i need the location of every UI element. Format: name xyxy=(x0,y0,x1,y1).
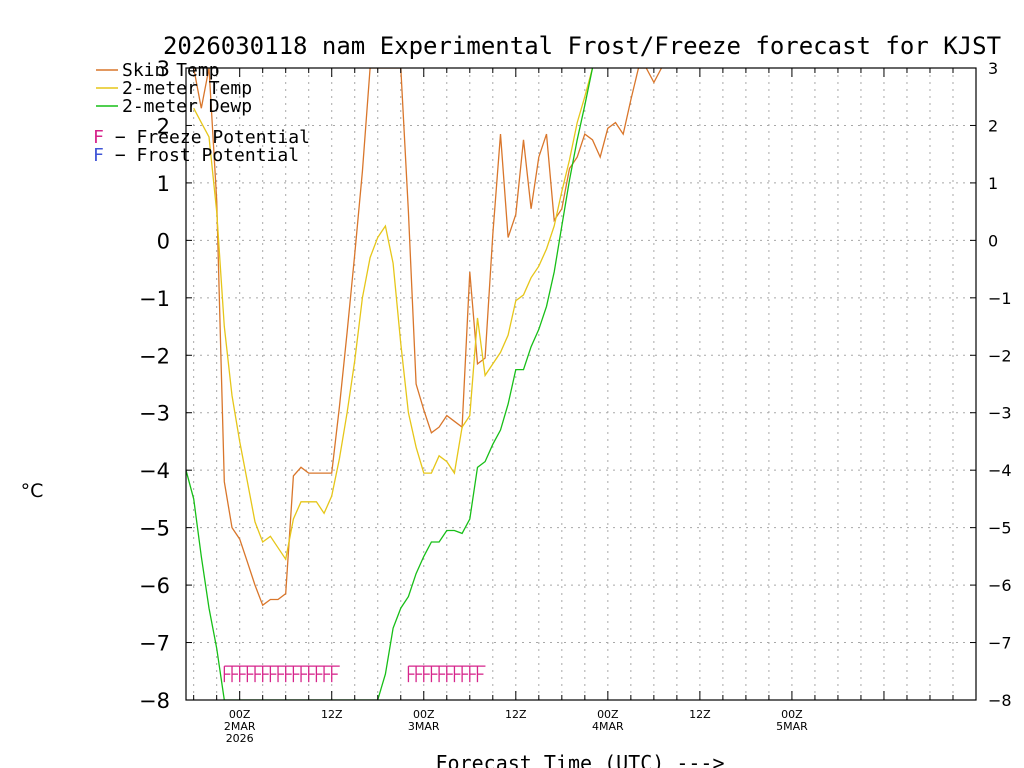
legend-marker-label-1: − Frost Potential xyxy=(104,145,299,166)
x-axis-label: Forecast Time (UTC) ---> xyxy=(436,751,725,768)
y-tick-label-left: 0 xyxy=(157,229,170,253)
chart-title: 2026030118 nam Experimental Frost/Freeze… xyxy=(163,32,1001,60)
y-axis-label: °C xyxy=(21,480,44,502)
y-tick-label-right: −2 xyxy=(988,346,1012,365)
y-tick-label-right: −5 xyxy=(988,519,1012,538)
x-tick-label: 2026 xyxy=(226,732,254,745)
freeze-potential-layer xyxy=(223,665,486,683)
y-tick-label-right: −7 xyxy=(988,634,1012,653)
series-line-skin-temp xyxy=(193,68,663,607)
y-tick-label-left: −7 xyxy=(139,632,170,656)
y-tick-label-right: −3 xyxy=(988,404,1012,423)
series-layer xyxy=(186,68,663,700)
y-tick-label-right: −6 xyxy=(988,576,1012,595)
x-tick-label: 3MAR xyxy=(408,720,440,733)
y-tick-label-right: 1 xyxy=(988,174,998,193)
x-tick-label: 4MAR xyxy=(592,720,624,733)
y-tick-label-left: −4 xyxy=(139,459,170,483)
legend-marker-symbol-1: F xyxy=(93,145,104,166)
grid xyxy=(186,67,976,701)
x-tick-label: 00Z xyxy=(781,708,803,721)
x-tick-label: 12Z xyxy=(689,708,711,721)
y-tick-label-left: 2 xyxy=(157,114,170,138)
legend-marker-symbol-0: F xyxy=(93,127,104,148)
y-tick-label-left: −3 xyxy=(139,402,170,426)
series-line-2-meter-dewp xyxy=(186,68,594,700)
y-tick-label-right: 0 xyxy=(988,231,998,250)
y-tick-label-left: −6 xyxy=(139,574,170,598)
y-tick-label-left: 1 xyxy=(157,172,170,196)
y-tick-label-right: −4 xyxy=(988,461,1012,480)
x-tick-label: 00Z xyxy=(229,708,251,721)
x-tick-label: 12Z xyxy=(505,708,527,721)
legend-label-2: 2-meter Dewp xyxy=(122,96,252,117)
y-tick-label-left: −5 xyxy=(139,517,170,541)
x-tick-label: 12Z xyxy=(321,708,343,721)
legend-label-0: Skin Temp xyxy=(122,60,220,81)
x-tick-label: 00Z xyxy=(597,708,619,721)
y-tick-label-left: −2 xyxy=(139,344,170,368)
y-tick-label-right: 2 xyxy=(988,116,998,135)
x-tick-label: 2MAR xyxy=(224,720,256,733)
y-tick-label-left: −8 xyxy=(139,689,170,713)
series-line-2-meter-temp xyxy=(193,68,594,561)
plot-frame xyxy=(185,67,977,701)
x-tick-label: 5MAR xyxy=(776,720,808,733)
y-tick-label-right: −1 xyxy=(988,289,1012,308)
axes: 3 3 2 2 1 1 0 0 −1 −1 −2 −2 −3 −3 −4 −4 −5 −5 −6 −6 −7 −7 −8 −8… xyxy=(139,57,1012,745)
legend-marker-label-0: − Freeze Potential xyxy=(104,127,310,148)
y-tick-label-left: −1 xyxy=(139,287,170,311)
legend-label-1: 2-meter Temp xyxy=(122,78,252,99)
y-tick-label-left: 3 xyxy=(157,57,170,81)
y-tick-label-right: −8 xyxy=(988,691,1012,710)
y-tick-label-right: 3 xyxy=(988,59,998,78)
x-tick-label: 00Z xyxy=(413,708,435,721)
